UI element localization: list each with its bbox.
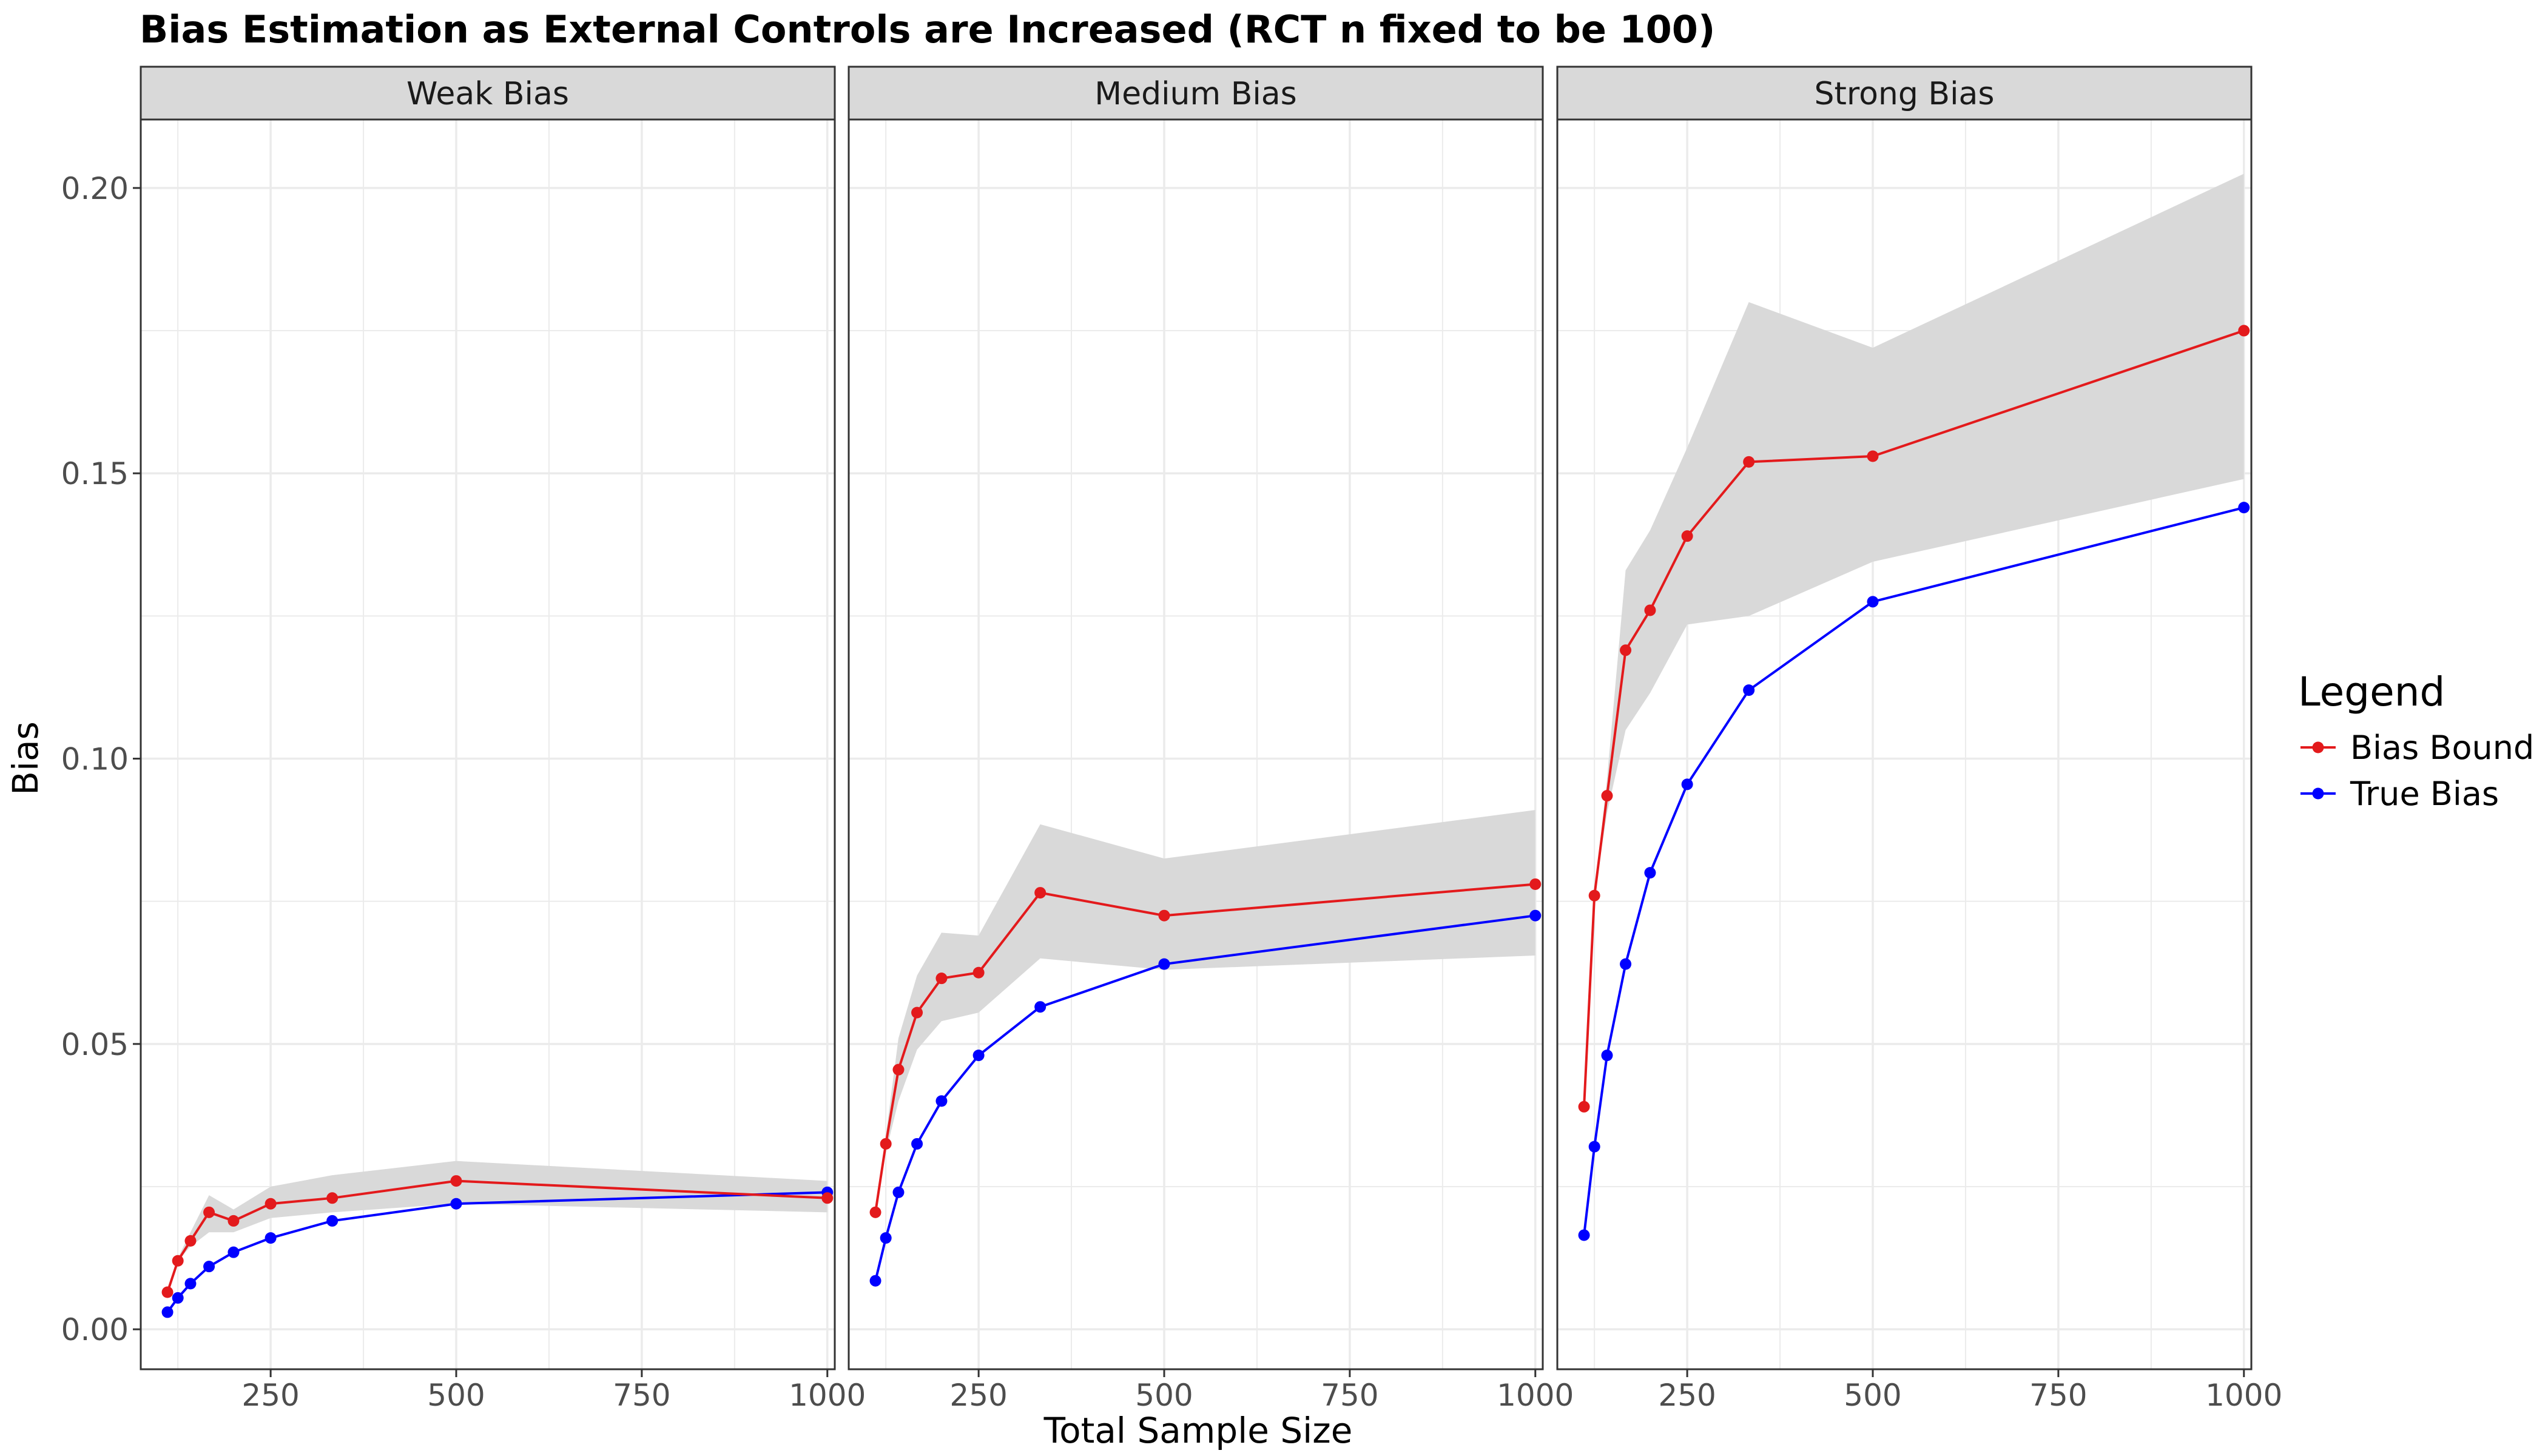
facet-strip-label: Medium Bias <box>1094 76 1297 112</box>
panel-0: Weak Bias 250 500 750 1000 <box>140 66 866 1413</box>
x-tick-label: 250 <box>1658 1378 1716 1413</box>
true-bias-point <box>1601 1050 1613 1062</box>
x-tick-label: 500 <box>427 1378 485 1413</box>
true-bias-point <box>911 1138 923 1150</box>
legend-label: True Bias <box>2350 775 2499 813</box>
facet-strip <box>848 66 1544 121</box>
bias-bound-point <box>1620 644 1632 656</box>
bias-bound-point <box>1578 1100 1590 1113</box>
y-tick-label: 0.05 <box>61 1027 129 1062</box>
bias-bound-point <box>1034 887 1046 899</box>
bias-bound-point <box>1529 878 1542 890</box>
bias-bound-point <box>2238 325 2250 337</box>
chart-title: Bias Estimation as External Controls are… <box>140 7 1715 52</box>
panel-1: Medium Bias 250 500 750 1000 <box>848 66 1574 1413</box>
facet-strip <box>140 66 836 121</box>
panel-2: Strong Bias 250 500 750 1000 <box>1556 66 2282 1413</box>
facet-strip-label: Weak Bias <box>406 76 569 112</box>
true-bias-point <box>1158 958 1170 970</box>
x-tick-label: 750 <box>613 1378 670 1413</box>
true-bias-point <box>1681 778 1693 790</box>
x-tick-label: 1000 <box>1497 1378 1574 1413</box>
x-tick-label: 1000 <box>789 1378 866 1413</box>
bias-bound-point <box>892 1063 905 1076</box>
bias-bound-point <box>1601 790 1613 802</box>
true-bias-point <box>203 1261 215 1273</box>
y-tick-label: 0.00 <box>61 1312 129 1347</box>
bias-bound-point <box>161 1286 174 1298</box>
y-tick-label: 0.10 <box>61 742 129 777</box>
bias-bound-point <box>880 1138 892 1150</box>
bias-bound-point <box>1681 530 1693 542</box>
true-bias-point <box>972 1050 985 1062</box>
legend-label: Bias Bound <box>2350 729 2534 767</box>
legend-key-point <box>2312 787 2324 800</box>
true-bias-point <box>161 1306 174 1318</box>
true-bias-point <box>326 1215 339 1227</box>
legend-title: Legend <box>2298 669 2445 715</box>
facet-strip-label: Strong Bias <box>1814 76 1994 112</box>
x-tick-label: 250 <box>241 1378 299 1413</box>
bias-bound-point <box>172 1255 184 1267</box>
true-bias-point <box>228 1246 240 1258</box>
y-tick-label: 0.20 <box>61 171 129 206</box>
bias-bound-point <box>1588 889 1600 902</box>
true-bias-point <box>1578 1229 1590 1241</box>
x-tick-label: 500 <box>1135 1378 1193 1413</box>
bias-bound-point <box>228 1215 240 1227</box>
x-tick-label: 1000 <box>2205 1378 2282 1413</box>
bias-bound-point <box>1644 604 1656 616</box>
y-tick-label: 0.15 <box>61 456 129 491</box>
bias-bound-point <box>203 1206 215 1218</box>
legend: Legend Bias Bound True Bias <box>2298 669 2534 813</box>
bias-bound-point <box>972 966 985 979</box>
x-tick-label: 250 <box>949 1378 1007 1413</box>
true-bias-point <box>869 1275 881 1287</box>
true-bias-point <box>265 1232 277 1244</box>
true-bias-point <box>1743 684 1755 696</box>
legend-key-point <box>2312 741 2324 753</box>
true-bias-point <box>184 1278 197 1290</box>
bias-bound-point <box>1743 456 1755 468</box>
confidence-band <box>875 810 1535 1213</box>
bias-bound-point <box>184 1235 197 1247</box>
panel-background <box>141 120 835 1369</box>
bias-bound-point <box>265 1198 277 1210</box>
true-bias-point <box>172 1292 184 1304</box>
true-bias-point <box>892 1186 905 1198</box>
true-bias-point <box>1644 867 1656 879</box>
true-bias-point <box>1867 596 1879 608</box>
panel-background <box>849 120 1543 1369</box>
bias-bound-point <box>821 1192 834 1204</box>
bias-bound-point <box>935 972 948 985</box>
y-axis-title: Bias <box>5 721 46 795</box>
bias-bound-point <box>1867 450 1879 462</box>
bias-bound-point <box>1158 909 1170 922</box>
bias-bound-point <box>326 1192 339 1204</box>
true-bias-point <box>1588 1141 1600 1153</box>
x-tick-label: 750 <box>1321 1378 1378 1413</box>
bias-bound-point <box>869 1206 881 1218</box>
confidence-band <box>1584 174 2244 1107</box>
true-bias-point <box>1620 958 1632 970</box>
x-axis-title: Total Sample Size <box>1043 1410 1353 1451</box>
bias-bound-point <box>911 1006 923 1019</box>
true-bias-point <box>1034 1001 1046 1013</box>
x-tick-label: 500 <box>1844 1378 1901 1413</box>
true-bias-point <box>935 1095 948 1107</box>
x-tick-label: 750 <box>2029 1378 2087 1413</box>
true-bias-point <box>880 1232 892 1244</box>
true-bias-point <box>1529 909 1542 922</box>
true-bias-point <box>2238 502 2250 514</box>
bias-bound-point <box>450 1175 462 1187</box>
true-bias-point <box>450 1198 462 1210</box>
facet-strip <box>1556 66 2253 121</box>
